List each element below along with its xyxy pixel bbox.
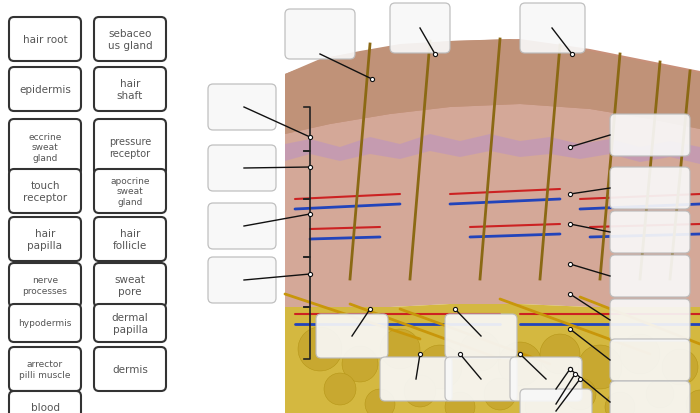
- Circle shape: [342, 346, 378, 382]
- Polygon shape: [285, 105, 700, 309]
- FancyBboxPatch shape: [208, 257, 276, 303]
- FancyBboxPatch shape: [9, 218, 81, 261]
- Text: dermis: dermis: [112, 364, 148, 374]
- Circle shape: [298, 327, 342, 371]
- Circle shape: [418, 345, 462, 389]
- FancyBboxPatch shape: [445, 314, 517, 358]
- Circle shape: [365, 389, 395, 413]
- Circle shape: [620, 334, 660, 374]
- FancyBboxPatch shape: [445, 357, 517, 401]
- FancyBboxPatch shape: [9, 120, 81, 176]
- Text: pressure
receptor: pressure receptor: [109, 137, 151, 159]
- Text: touch
receptor: touch receptor: [23, 181, 67, 202]
- FancyBboxPatch shape: [610, 255, 690, 297]
- Polygon shape: [285, 304, 700, 413]
- FancyBboxPatch shape: [94, 18, 166, 62]
- FancyBboxPatch shape: [94, 170, 166, 214]
- FancyBboxPatch shape: [9, 68, 81, 112]
- FancyBboxPatch shape: [94, 263, 166, 307]
- Circle shape: [540, 334, 580, 374]
- Text: sweat
pore: sweat pore: [115, 275, 146, 296]
- FancyBboxPatch shape: [520, 4, 585, 54]
- FancyBboxPatch shape: [94, 120, 166, 176]
- Circle shape: [646, 380, 674, 408]
- FancyBboxPatch shape: [9, 304, 81, 342]
- Circle shape: [445, 392, 475, 413]
- Text: nerve
processes: nerve processes: [22, 275, 67, 295]
- FancyBboxPatch shape: [610, 211, 690, 254]
- FancyBboxPatch shape: [9, 18, 81, 62]
- Circle shape: [498, 342, 542, 386]
- Text: arrector
pilli muscle: arrector pilli muscle: [20, 359, 71, 379]
- Polygon shape: [285, 40, 700, 230]
- Text: epidermis: epidermis: [19, 85, 71, 95]
- FancyBboxPatch shape: [94, 68, 166, 112]
- Circle shape: [605, 392, 635, 413]
- Circle shape: [686, 390, 700, 413]
- FancyBboxPatch shape: [208, 204, 276, 249]
- Text: hair
papilla: hair papilla: [27, 229, 62, 250]
- FancyBboxPatch shape: [610, 299, 690, 341]
- FancyBboxPatch shape: [208, 146, 276, 192]
- FancyBboxPatch shape: [380, 357, 452, 401]
- Text: hair
shaft: hair shaft: [117, 79, 143, 100]
- Circle shape: [484, 378, 516, 410]
- FancyBboxPatch shape: [610, 339, 690, 381]
- Polygon shape: [285, 135, 700, 165]
- Circle shape: [578, 345, 622, 389]
- FancyBboxPatch shape: [94, 218, 166, 261]
- FancyBboxPatch shape: [510, 357, 582, 401]
- FancyBboxPatch shape: [610, 115, 690, 157]
- Text: apocrine
sweat
gland: apocrine sweat gland: [111, 177, 150, 206]
- Text: hair
follicle: hair follicle: [113, 229, 147, 250]
- Text: dermal
papilla: dermal papilla: [111, 313, 148, 334]
- Text: hypodermis: hypodermis: [18, 319, 71, 328]
- Text: blood
vessels: blood vessels: [26, 402, 64, 413]
- Circle shape: [380, 329, 420, 369]
- Text: sebaceo
us gland: sebaceo us gland: [108, 29, 153, 51]
- Circle shape: [460, 331, 500, 371]
- Circle shape: [404, 375, 436, 407]
- FancyBboxPatch shape: [285, 10, 355, 60]
- FancyBboxPatch shape: [9, 391, 81, 413]
- Polygon shape: [275, 0, 700, 413]
- FancyBboxPatch shape: [9, 263, 81, 307]
- FancyBboxPatch shape: [94, 347, 166, 391]
- FancyBboxPatch shape: [208, 85, 276, 131]
- Circle shape: [525, 392, 555, 413]
- Polygon shape: [285, 40, 700, 135]
- Circle shape: [324, 373, 356, 405]
- FancyBboxPatch shape: [9, 347, 81, 391]
- FancyBboxPatch shape: [610, 168, 690, 209]
- FancyBboxPatch shape: [316, 314, 388, 358]
- Text: eccrine
sweat
gland: eccrine sweat gland: [28, 133, 62, 162]
- FancyBboxPatch shape: [610, 381, 690, 413]
- FancyBboxPatch shape: [390, 4, 450, 54]
- FancyBboxPatch shape: [520, 389, 592, 413]
- Text: hair root: hair root: [22, 35, 67, 45]
- FancyBboxPatch shape: [9, 170, 81, 214]
- Circle shape: [564, 378, 596, 410]
- Circle shape: [662, 349, 698, 385]
- FancyBboxPatch shape: [94, 304, 166, 342]
